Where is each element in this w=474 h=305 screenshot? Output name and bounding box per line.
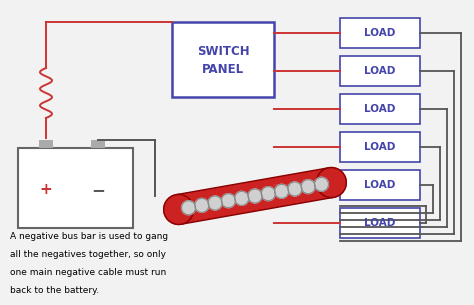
- Circle shape: [235, 191, 249, 205]
- Bar: [39, 140, 53, 148]
- Text: LOAD: LOAD: [365, 28, 396, 38]
- Circle shape: [221, 194, 236, 208]
- Circle shape: [195, 198, 209, 212]
- Text: LOAD: LOAD: [365, 66, 396, 76]
- Text: PANEL: PANEL: [202, 63, 244, 76]
- Bar: [340, 94, 420, 124]
- Bar: [340, 56, 420, 86]
- Text: back to the battery.: back to the battery.: [10, 286, 99, 295]
- Text: LOAD: LOAD: [365, 104, 396, 114]
- Circle shape: [301, 180, 315, 194]
- Circle shape: [182, 201, 196, 215]
- Circle shape: [314, 177, 328, 191]
- Circle shape: [208, 196, 222, 210]
- Text: LOAD: LOAD: [365, 142, 396, 152]
- Circle shape: [288, 182, 302, 196]
- Bar: [340, 170, 420, 200]
- Text: SWITCH: SWITCH: [197, 45, 249, 58]
- Circle shape: [261, 187, 275, 201]
- Bar: [340, 18, 420, 48]
- Bar: [176, 168, 334, 224]
- Text: −: −: [91, 181, 105, 199]
- Circle shape: [316, 167, 346, 198]
- Bar: [18, 148, 133, 228]
- Bar: [340, 208, 420, 238]
- Text: A negative bus bar is used to gang: A negative bus bar is used to gang: [10, 232, 168, 241]
- Bar: [91, 140, 105, 148]
- Text: +: +: [40, 182, 52, 198]
- Circle shape: [248, 189, 262, 203]
- Text: one main negative cable must run: one main negative cable must run: [10, 268, 166, 277]
- Text: all the negatives together, so only: all the negatives together, so only: [10, 250, 166, 259]
- Circle shape: [274, 184, 289, 198]
- Bar: [172, 22, 274, 97]
- Text: LOAD: LOAD: [365, 180, 396, 190]
- Bar: [340, 132, 420, 162]
- Circle shape: [164, 195, 194, 224]
- Text: LOAD: LOAD: [365, 218, 396, 228]
